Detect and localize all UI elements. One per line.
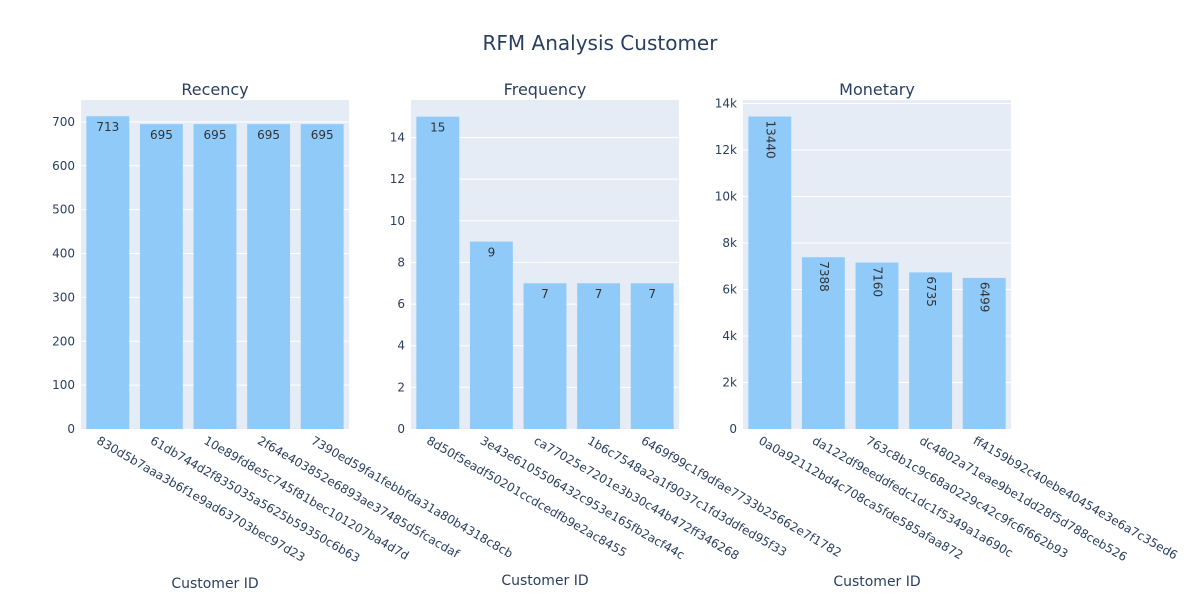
y-tick-label: 14k <box>715 96 737 110</box>
data-label: 6735 <box>924 276 938 307</box>
data-label: 9 <box>488 246 496 260</box>
y-tick-label: 8 <box>397 255 405 269</box>
y-tick-label: 0 <box>67 422 75 436</box>
data-label: 6499 <box>978 282 992 313</box>
bar <box>801 257 845 429</box>
y-tick-label: 8k <box>722 236 737 250</box>
y-tick-label: 12 <box>390 172 405 186</box>
x-axis-label: Customer ID <box>501 573 588 589</box>
bar <box>909 272 953 429</box>
bar <box>416 116 460 429</box>
bar <box>469 241 513 429</box>
data-label: 7 <box>648 287 656 301</box>
chart-title: RFM Analysis Customer <box>483 31 719 55</box>
data-label: 13440 <box>763 121 777 159</box>
bar <box>855 262 899 429</box>
y-tick-label: 0 <box>729 422 737 436</box>
y-tick-label: 10k <box>715 189 737 203</box>
y-tick-label: 400 <box>52 247 75 261</box>
y-tick-label: 100 <box>52 378 75 392</box>
y-tick-label: 12k <box>715 143 737 157</box>
data-label: 7 <box>541 287 549 301</box>
y-tick-label: 0 <box>397 422 405 436</box>
y-tick-label: 2 <box>397 380 405 394</box>
data-label: 7160 <box>871 267 885 298</box>
subplot-title: Monetary <box>839 80 915 99</box>
bar <box>247 124 291 430</box>
y-tick-label: 4 <box>397 339 405 353</box>
data-label: 695 <box>311 128 334 142</box>
data-label: 695 <box>204 128 227 142</box>
bar <box>577 283 621 429</box>
data-label: 695 <box>150 128 173 142</box>
bar <box>193 124 237 430</box>
y-tick-label: 700 <box>52 115 75 129</box>
y-tick-label: 500 <box>52 203 75 217</box>
y-tick-label: 4k <box>722 329 737 343</box>
y-tick-label: 300 <box>52 290 75 304</box>
bar <box>630 283 674 429</box>
y-tick-label: 14 <box>390 130 405 144</box>
x-axis-label: Customer ID <box>833 574 920 590</box>
bar <box>962 277 1006 429</box>
data-label: 7388 <box>817 261 831 292</box>
x-axis-label: Customer ID <box>171 576 258 592</box>
data-label: 7 <box>595 287 603 301</box>
y-tick-label: 10 <box>390 214 405 228</box>
bar <box>139 124 183 430</box>
bar <box>748 116 792 430</box>
data-label: 15 <box>430 121 445 135</box>
subplots: 0100200300400500600700Recency713830d5b7a… <box>52 80 1180 592</box>
bar <box>523 283 567 429</box>
subplot-title: Recency <box>181 80 248 99</box>
subplot-title: Frequency <box>504 80 587 99</box>
data-label: 695 <box>257 128 280 142</box>
y-tick-label: 6k <box>722 282 737 296</box>
y-tick-label: 200 <box>52 334 75 348</box>
y-tick-label: 6 <box>397 297 405 311</box>
bar <box>300 124 344 430</box>
y-tick-label: 600 <box>52 159 75 173</box>
y-tick-label: 2k <box>722 375 737 389</box>
data-label: 713 <box>96 120 119 134</box>
bar <box>86 116 130 430</box>
